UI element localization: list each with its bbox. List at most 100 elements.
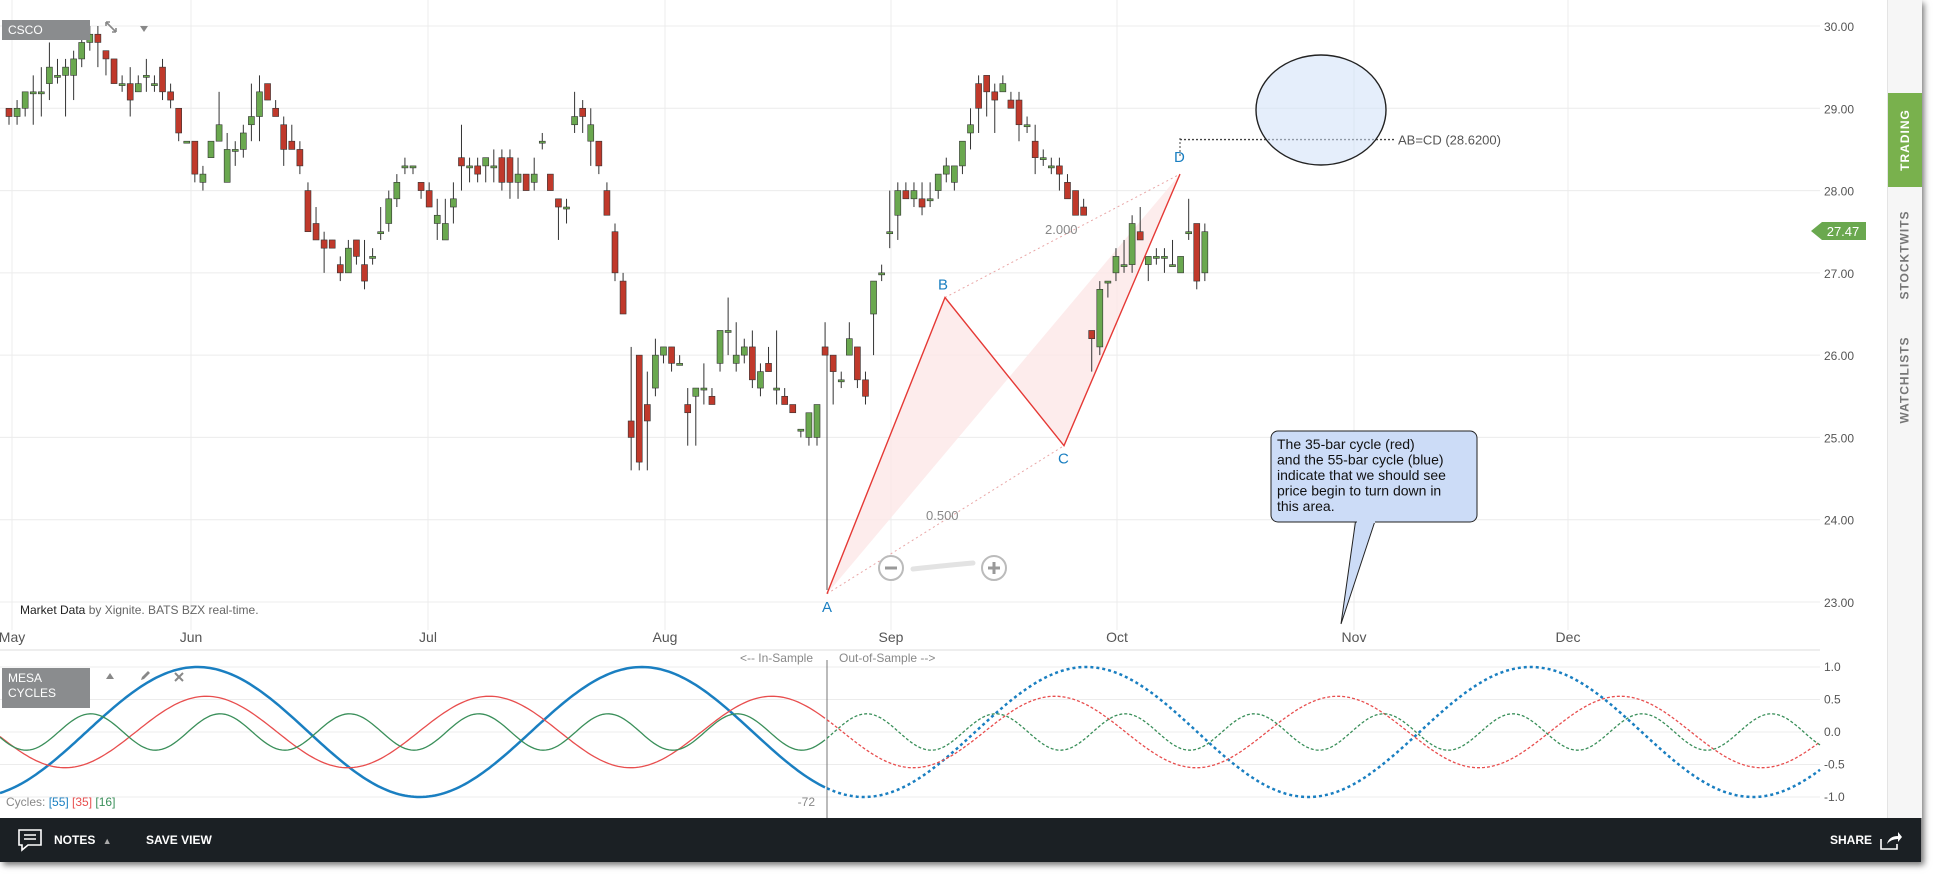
candle-body [660, 346, 667, 356]
candle-body [264, 83, 271, 101]
candle-body [1023, 124, 1031, 128]
tab-watchlists-label: WATCHLISTS [1898, 336, 1913, 424]
price-axis: 30.00 29.00 28.00 27.00 26.00 25.00 24.00 23.00 [1824, 20, 1854, 610]
candle-body [320, 239, 328, 249]
market-data-rest: by Xignite. BATS BZX real-time. [85, 603, 258, 617]
right-sidebar: TRADING STOCKTWITS WATCHLISTS [1887, 0, 1922, 818]
candle-body [547, 173, 554, 191]
candle-body [1120, 264, 1128, 267]
candle-body [959, 140, 966, 167]
candle-body [1193, 223, 1201, 282]
indicator-tick-label: 0.0 [1824, 725, 1841, 739]
chat-bubble-icon[interactable] [16, 818, 44, 862]
candle-body [280, 124, 288, 150]
candle-body [296, 149, 304, 167]
price-chart[interactable]: 30.00 29.00 28.00 27.00 26.00 25.00 24.00 23.00… [0, 0, 1887, 818]
callout-line: The 35-bar cycle (red) [1277, 436, 1415, 452]
candle-body [781, 395, 788, 405]
symbol-badge[interactable]: CSCO [2, 20, 90, 40]
candle-body [240, 132, 247, 150]
tab-trading-label: TRADING [1898, 109, 1913, 171]
price-tag-shape [1811, 222, 1866, 240]
price-tick-label: 27.00 [1824, 267, 1854, 281]
candle-body [514, 173, 522, 183]
zoom-control[interactable] [878, 555, 1007, 581]
candle-body [805, 412, 813, 438]
close-icon[interactable] [169, 669, 189, 689]
pencil-icon[interactable] [135, 669, 155, 689]
candle-body [571, 116, 578, 126]
arrow-up-icon[interactable] [100, 669, 120, 689]
candle-body [1104, 280, 1112, 284]
candle-body [1161, 256, 1168, 259]
candle-body [749, 346, 756, 381]
save-view-button[interactable]: SAVE VIEW [146, 833, 212, 847]
price-tag: 27.47 [1811, 222, 1866, 240]
candle-body [967, 124, 974, 134]
bd-ratio-line [944, 173, 1181, 298]
tab-trading[interactable]: TRADING [1888, 93, 1922, 187]
candle-body [910, 190, 918, 200]
candle-body [345, 247, 352, 274]
candle-body [1088, 330, 1096, 339]
indicator-tick-label: -1.0 [1824, 790, 1845, 804]
indicator-grid [0, 666, 1820, 798]
footer-bar: NOTES ▲ SAVE VIEW SHARE [0, 818, 1921, 862]
candle-body [886, 231, 894, 235]
price-tick-label: 24.00 [1824, 514, 1854, 528]
tab-stocktwits-label: STOCKTWITS [1898, 210, 1913, 300]
month-label: Dec [1556, 629, 1581, 645]
candle-body [167, 91, 174, 101]
cycle-line-in-sample-16 [0, 713, 826, 751]
candle-body [579, 107, 586, 117]
share-button[interactable]: SHARE [1830, 818, 1903, 862]
abcd-target-label: AB=CD (28.6200) [1398, 133, 1501, 148]
indicator-tick-label: 1.0 [1824, 660, 1841, 674]
candle-body [353, 239, 360, 257]
candle-body [1096, 289, 1104, 348]
candle-body [13, 107, 21, 117]
candle-body [530, 173, 538, 183]
candle-body [1048, 165, 1055, 169]
point-label-c: C [1058, 451, 1069, 468]
tab-stocktwits[interactable]: STOCKTWITS [1888, 195, 1922, 315]
price-tick-label: 25.00 [1824, 431, 1854, 445]
notes-button[interactable]: NOTES ▲ [54, 818, 112, 862]
candle-body [336, 264, 344, 274]
candle-body [773, 387, 780, 391]
candle-body [538, 140, 546, 144]
in-sample-label: <-- In-Sample [740, 651, 813, 665]
candle-body [102, 50, 110, 60]
candle-body [975, 83, 982, 109]
candle-body [740, 346, 748, 356]
candle-body [870, 280, 877, 315]
candle-body [587, 124, 595, 142]
price-tick-label: 26.00 [1824, 349, 1854, 363]
candle-body [789, 404, 797, 414]
candle-body [918, 198, 926, 208]
indicator-badge[interactable]: MESA CYCLES [2, 668, 90, 708]
candle-body [151, 83, 158, 86]
candle-body [862, 379, 869, 397]
point-label-a: A [822, 599, 832, 616]
candle-body [328, 239, 336, 249]
candle-body [1185, 231, 1192, 235]
month-label: Jun [180, 629, 203, 645]
cycle-lines [0, 665, 1821, 799]
price-tick-label: 30.00 [1824, 20, 1854, 34]
expand-icon[interactable] [101, 20, 121, 40]
tab-watchlists[interactable]: WATCHLISTS [1888, 320, 1922, 440]
candle-body [425, 190, 433, 208]
candle-body [934, 173, 942, 191]
candle-body [433, 214, 441, 224]
candle-body [1112, 256, 1120, 274]
candle-body [38, 91, 45, 95]
candle-body [1177, 256, 1184, 274]
candle-body [619, 280, 627, 315]
callout-text: The 35-bar cycle (red)and the 55-bar cyc… [1277, 436, 1446, 514]
month-label: Sep [879, 629, 904, 645]
download-arrow-icon[interactable] [134, 20, 154, 40]
candle-body [797, 428, 805, 432]
candle-body [159, 66, 166, 93]
time-axis: May Jun Jul Aug Sep Oct Nov Dec [0, 629, 1580, 645]
